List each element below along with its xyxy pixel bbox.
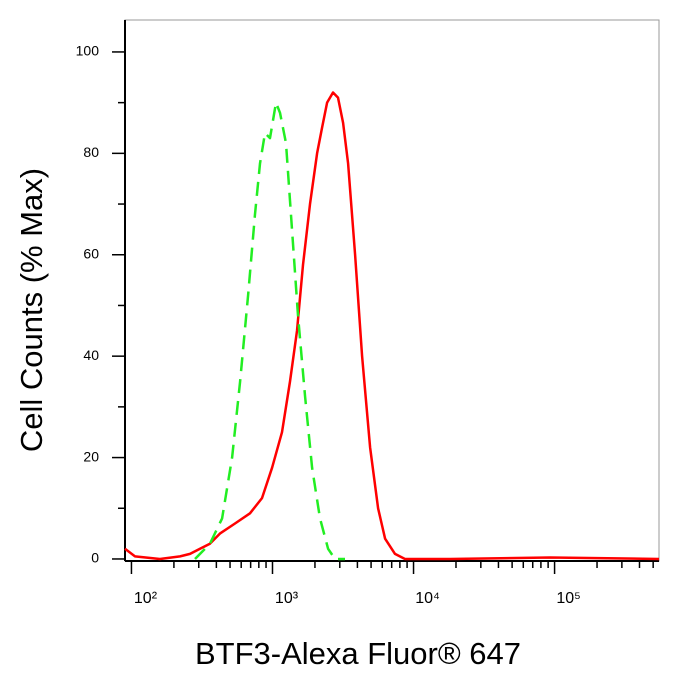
x-tick-label: 10⁵ <box>556 590 580 607</box>
plot-frame <box>124 19 660 562</box>
series-line <box>124 91 660 561</box>
y-tick-label: 80 <box>83 144 99 160</box>
series-line <box>194 101 345 561</box>
y-tick-label: 60 <box>83 245 99 261</box>
x-tick-label: 10² <box>134 590 158 607</box>
y-tick-label: 20 <box>83 448 99 464</box>
y-tick-label: 0 <box>91 550 99 566</box>
x-axis-label: BTF3-Alexa Fluor® 647 <box>195 636 521 671</box>
x-tick-label: 10³ <box>275 590 299 607</box>
y-tick-label: 40 <box>83 347 99 363</box>
y-axis-label: Cell Counts (% Max) <box>14 168 49 452</box>
x-tick-label: 10⁴ <box>415 590 440 607</box>
y-tick-label: 100 <box>76 43 100 59</box>
